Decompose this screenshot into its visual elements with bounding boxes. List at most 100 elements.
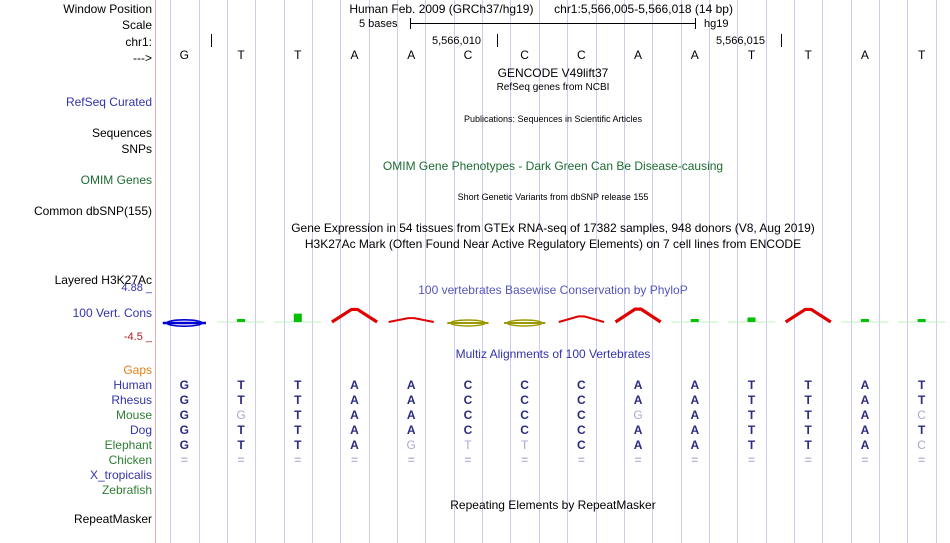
multiz-base: A <box>406 423 416 437</box>
multiz-base: = <box>350 453 358 467</box>
coord-label-1: 5,566,010 <box>432 35 481 47</box>
ruler-base: T <box>294 48 302 62</box>
track-title-publications: Publications: Sequences in Scientific Ar… <box>463 114 643 124</box>
assembly-short-label: hg19 <box>704 18 729 30</box>
species-label-rhesus[interactable]: Rhesus <box>111 393 152 407</box>
multiz-base: A <box>350 378 359 392</box>
multiz-base: T <box>237 393 245 407</box>
multiz-base: = <box>918 453 926 467</box>
phylop-bar-positive-low <box>841 319 889 323</box>
species-label-mouse[interactable]: Mouse <box>115 408 152 422</box>
multiz-base: T <box>917 423 926 437</box>
multiz-base: T <box>917 378 926 392</box>
species-label-human[interactable]: Human <box>113 378 152 392</box>
multiz-base: A <box>406 378 416 392</box>
phylop-axis-min-label: -4.5 _ <box>123 331 152 343</box>
label-strand-arrow: ---> <box>133 51 152 65</box>
species-label-chicken[interactable]: Chicken <box>108 453 152 467</box>
multiz-base: T <box>464 438 472 452</box>
species-label-x_tropicalis[interactable]: X_tropicalis <box>89 468 152 482</box>
label-track-divider <box>155 0 156 543</box>
multiz-base: G <box>406 438 416 452</box>
multiz-base: T <box>804 423 812 437</box>
multiz-base: T <box>804 438 812 452</box>
multiz-base: T <box>747 378 756 392</box>
phylop-bar-positive-high <box>558 315 605 323</box>
track-area[interactable]: Human Feb. 2009 (GRCh37/hg19) chr1:5,566… <box>156 0 950 543</box>
coordinate-row: 5,566,010 5,566,015 <box>156 33 950 49</box>
multiz-base: T <box>804 393 812 407</box>
multiz-base: = <box>747 453 755 467</box>
multiz-base: C <box>577 423 586 437</box>
track-title-h3k27ac: H3K27Ac Mark (Often Found Near Active Re… <box>304 237 802 251</box>
multiz-base: C <box>577 393 586 407</box>
phylop-conservation-plot[interactable] <box>156 302 950 340</box>
label-chrom: chr1: <box>125 35 152 49</box>
multiz-base: C <box>463 423 473 437</box>
scale-bar <box>410 23 695 24</box>
label-common-dbsnp[interactable]: Common dbSNP(155) <box>33 204 152 218</box>
label-sequences[interactable]: Sequences <box>91 126 152 140</box>
multiz-base: = <box>577 453 585 467</box>
track-title-refseq: RefSeq genes from NCBI <box>496 82 610 93</box>
ruler-base: A <box>634 48 643 62</box>
ruler-base: A <box>860 48 869 62</box>
multiz-base: A <box>860 423 870 437</box>
phylop-bar-negative-low <box>504 319 546 327</box>
multiz-base: T <box>237 378 245 392</box>
multiz-base: G <box>633 408 643 422</box>
ruler-base: T <box>237 48 245 62</box>
multiz-base: G <box>179 438 190 452</box>
multiz-base: A <box>860 378 870 392</box>
species-label-zebrafish[interactable]: Zebrafish <box>101 483 152 497</box>
multiz-base: A <box>690 408 700 422</box>
scale-row: 5 bases hg19 <box>156 18 950 32</box>
multiz-base: = <box>180 453 188 467</box>
multiz-base: T <box>294 378 302 392</box>
label-layered-h3k27ac[interactable]: Layered H3K27Ac <box>54 273 152 287</box>
species-label-dog[interactable]: Dog <box>129 423 152 437</box>
label-100-vert-cons[interactable]: 100 Vert. Cons <box>72 306 152 320</box>
multiz-base: A <box>860 438 870 452</box>
multiz-base: = <box>464 453 472 467</box>
phylop-bar-positive-low <box>727 317 776 323</box>
phylop-bar-positive-high <box>784 307 832 324</box>
label-gaps[interactable]: Gaps <box>123 363 152 377</box>
multiz-base: T <box>747 423 756 437</box>
multiz-base: T <box>294 423 302 437</box>
multiz-base: T <box>747 408 756 422</box>
multiz-base: C <box>463 393 473 407</box>
ruler-base: G <box>179 48 190 62</box>
multiz-base: A <box>690 378 700 392</box>
label-snps[interactable]: SNPs <box>121 142 152 156</box>
multiz-base: A <box>633 393 643 407</box>
track-title-phylop: 100 vertebrates Basewise Conservation by… <box>418 283 688 297</box>
species-label-elephant[interactable]: Elephant <box>104 438 152 452</box>
label-refseq-curated[interactable]: RefSeq Curated <box>65 95 152 109</box>
multiz-base: = <box>294 453 302 467</box>
multiz-base: T <box>237 423 245 437</box>
multiz-base: C <box>520 378 529 392</box>
multiz-base: G <box>236 408 246 422</box>
multiz-base: T <box>294 438 302 452</box>
multiz-base: A <box>633 423 643 437</box>
ruler-base: A <box>690 48 699 62</box>
track-title-dbsnp: Short Genetic Variants from dbSNP releas… <box>457 192 649 202</box>
label-omim-genes[interactable]: OMIM Genes <box>80 173 152 187</box>
ruler-base: T <box>747 48 756 62</box>
track-title-gencode: GENCODE V49lift37 <box>497 66 609 80</box>
multiz-base: G <box>179 408 190 422</box>
phylop-bar-positive-high <box>614 307 662 324</box>
multiz-base: A <box>860 408 870 422</box>
track-label-column[interactable]: Window Position Scale chr1: ---> RefSeq … <box>0 0 155 543</box>
phylop-bar-positive-low <box>671 319 719 323</box>
phylop-bar-positive-low <box>217 319 265 323</box>
multiz-base: A <box>350 423 359 437</box>
label-repeatmasker[interactable]: RepeatMasker <box>73 512 152 526</box>
multiz-base: G <box>179 393 190 407</box>
phylop-svg <box>162 307 946 327</box>
